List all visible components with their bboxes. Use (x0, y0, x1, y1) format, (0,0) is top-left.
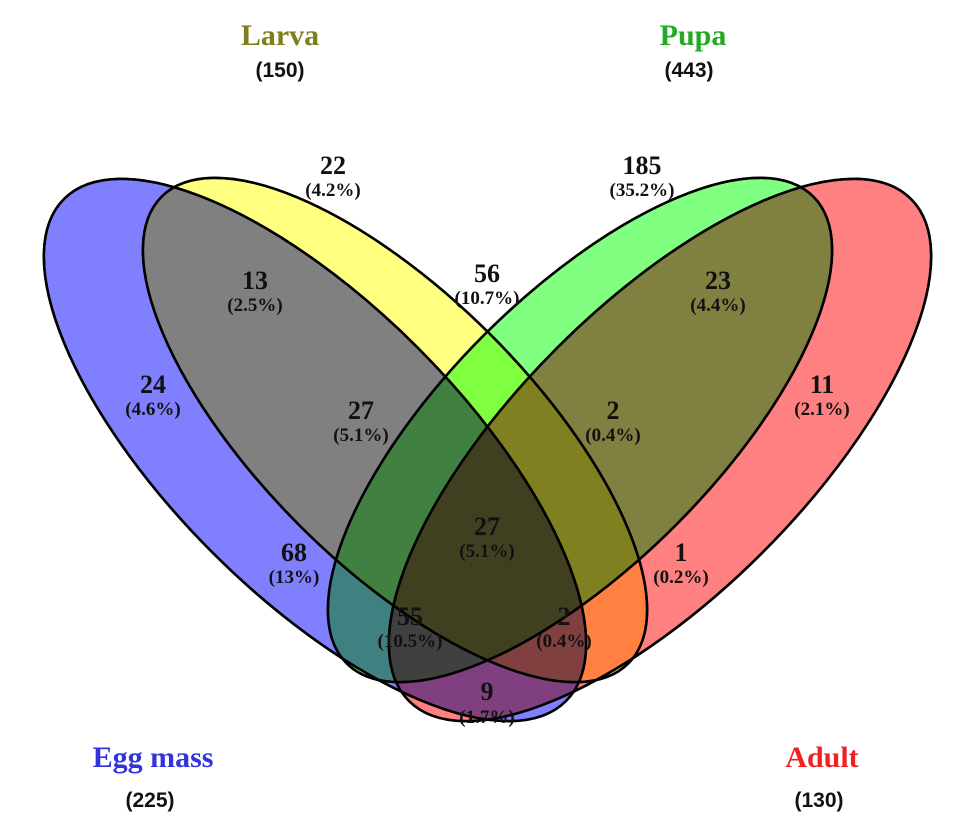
ellipse-group (42, 176, 933, 723)
region-egg-only: 24 (4.6%) (125, 370, 180, 420)
region-percent: (5.1%) (333, 425, 388, 446)
region-larva-pupa-adult: 2 (0.4%) (585, 396, 640, 446)
region-count: 185 (623, 151, 662, 180)
adult-outline (387, 177, 933, 723)
pupa-outline (326, 176, 834, 684)
region-egg-pupa: 68 (13%) (269, 538, 320, 588)
region-count: 68 (281, 538, 307, 567)
region-percent: (0.4%) (536, 631, 591, 652)
region-count: 56 (474, 259, 500, 288)
outline-group (42, 176, 933, 723)
region-pupa-adult: 23 (4.4%) (690, 266, 745, 316)
region-count: 9 (481, 677, 494, 706)
region-count: 11 (810, 370, 835, 399)
region-egg-larva-adult: 2 (0.4%) (536, 602, 591, 652)
region-percent: (10.7%) (455, 288, 520, 309)
region-count: 27 (474, 512, 500, 541)
set-total-larva: (150) (255, 59, 304, 82)
region-larva-pupa: 56 (10.7%) (455, 259, 520, 309)
region-adult-only: 11 (2.1%) (794, 370, 849, 420)
region-percent: (0.2%) (653, 567, 708, 588)
region-percent: (4.2%) (305, 180, 360, 201)
region-percent: (4.4%) (690, 295, 745, 316)
set-total-egg-mass: (225) (125, 789, 174, 812)
region-egg-adult: 9 (1.7%) (459, 677, 514, 728)
region-percent: (5.1%) (459, 541, 514, 562)
region-count: 23 (705, 266, 731, 295)
set-total-pupa: (443) (664, 59, 713, 82)
region-percent: (0.4%) (585, 425, 640, 446)
region-count: 22 (320, 151, 346, 180)
region-egg-larva: 13 (2.5%) (227, 266, 282, 316)
region-count: 2 (558, 602, 571, 631)
set-name-pupa: Pupa (660, 19, 727, 52)
region-percent: (2.5%) (227, 295, 282, 316)
region-count: 27 (348, 396, 374, 425)
region-larva-only: 22 (4.2%) (305, 151, 360, 201)
region-percent: (2.1%) (794, 399, 849, 420)
region-all-four: 27 (5.1%) (459, 512, 514, 562)
set-name-adult: Adult (785, 741, 858, 774)
region-count: 55 (397, 602, 423, 631)
region-percent: (4.6%) (125, 399, 180, 420)
region-larva-adult: 1 (0.2%) (653, 538, 708, 588)
region-percent: (10.5%) (378, 631, 443, 652)
region-count: 1 (675, 538, 688, 567)
set-name-egg-mass: Egg mass (93, 741, 214, 774)
region-egg-pupa-adult: 55 (10.5%) (378, 602, 443, 652)
region-pupa-only: 185 (35.2%) (610, 151, 675, 201)
set-total-adult: (130) (794, 789, 843, 812)
region-percent: (35.2%) (610, 180, 675, 201)
region-count: 2 (607, 396, 620, 425)
region-count: 24 (140, 370, 166, 399)
set-name-larva: Larva (241, 19, 319, 52)
egg-mass-outline (42, 177, 588, 723)
region-percent: (13%) (269, 567, 320, 588)
region-percent: (1.7%) (459, 707, 514, 728)
region-egg-larva-pupa: 27 (5.1%) (333, 396, 388, 446)
larva-outline (141, 176, 649, 684)
region-count: 13 (242, 266, 268, 295)
